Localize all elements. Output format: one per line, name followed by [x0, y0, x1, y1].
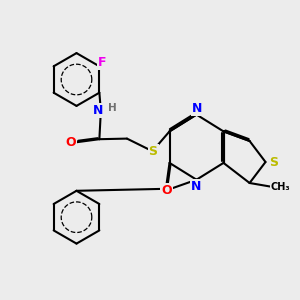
Text: N: N	[93, 104, 104, 117]
Text: CH₃: CH₃	[270, 182, 290, 192]
Text: N: N	[192, 101, 202, 115]
Text: S: S	[269, 155, 278, 169]
Text: S: S	[148, 145, 158, 158]
Text: O: O	[66, 136, 76, 149]
Text: H: H	[108, 103, 117, 113]
Text: F: F	[98, 56, 106, 69]
Text: O: O	[161, 184, 172, 197]
Text: N: N	[191, 180, 201, 193]
